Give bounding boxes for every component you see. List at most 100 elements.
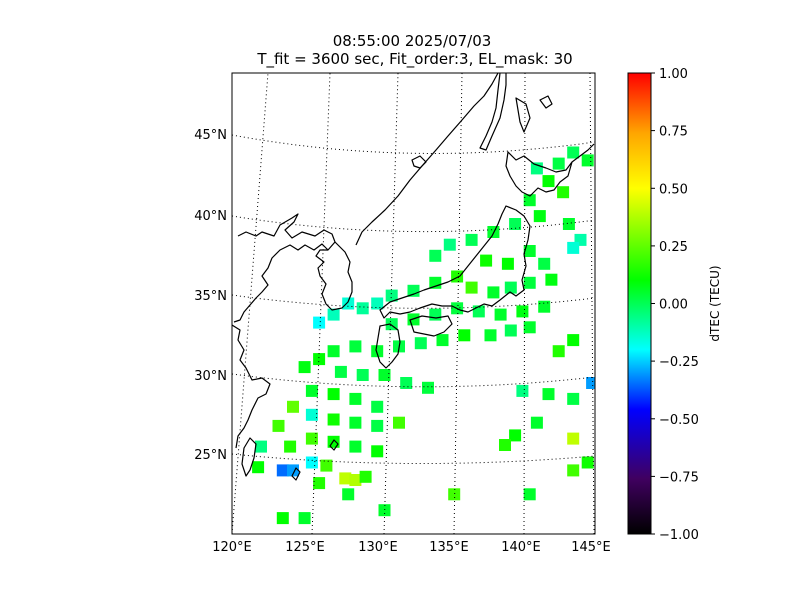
dtec-point [499, 439, 511, 451]
dtec-point [327, 413, 340, 426]
dtec-point [385, 289, 398, 302]
coast-russia [355, 73, 499, 246]
colorbar-tick-label: −0.25 [659, 355, 699, 370]
dtec-point [339, 472, 352, 485]
dtec-point [501, 257, 514, 270]
dtec-point [586, 377, 595, 389]
dtec-point [334, 365, 347, 378]
dtec-point [509, 218, 522, 230]
dtec-point [305, 456, 318, 469]
dtec-point [523, 488, 536, 501]
coast-islet [539, 95, 553, 109]
dtec-point [523, 276, 536, 289]
dtec-point [349, 474, 362, 486]
dtec-point [504, 281, 517, 294]
dtec-point [443, 238, 456, 251]
dtec-point [305, 408, 318, 421]
dtec-point [313, 316, 326, 329]
dtec-point [371, 400, 384, 413]
coast-kuril [571, 143, 595, 163]
dtec-point [371, 345, 384, 358]
coast-korea [315, 241, 353, 311]
dtec-point [276, 512, 289, 525]
y-tick-label: 40°N [194, 209, 227, 224]
dtec-point [487, 286, 500, 299]
dtec-point [298, 512, 311, 525]
dtec-point [422, 381, 434, 394]
parallel-35 [232, 294, 595, 309]
dtec-point [349, 440, 362, 453]
dtec-point [480, 254, 493, 267]
dtec-point [504, 324, 517, 337]
dtec-point [255, 440, 267, 453]
parallel-25 [232, 453, 595, 465]
dtec-point [342, 488, 355, 501]
dtec-point [538, 257, 551, 270]
dtec-points [252, 146, 595, 525]
dtec-point [567, 334, 580, 347]
dtec-point [400, 377, 413, 389]
dtec-point [252, 461, 265, 474]
dtec-point [429, 308, 442, 321]
dtec-point [327, 345, 340, 358]
x-tick-label: 145°E [571, 540, 611, 555]
dtec-point [465, 281, 478, 294]
colorbar-tick-label: 1.00 [659, 67, 688, 82]
dtec-point [494, 308, 507, 321]
y-tick-label: 30°N [194, 369, 227, 384]
dtec-point [320, 459, 333, 472]
dtec-point [305, 432, 318, 445]
x-tick-labels: 120°E 125°E 130°E 135°E 140°E 145°E [212, 540, 611, 555]
dtec-point [272, 419, 285, 432]
colorbar-tick-label: 0.00 [659, 298, 688, 313]
dtec-point [378, 369, 391, 381]
dtec-point [542, 388, 555, 401]
colorbar-tick-label: 0.25 [659, 240, 688, 255]
dtec-point [530, 416, 543, 429]
y-tick-labels: 45°N 40°N 35°N 30°N 25°N [194, 128, 227, 463]
dtec-point [349, 416, 362, 429]
colorbar [627, 72, 652, 535]
dtec-point [567, 392, 580, 405]
dtec-point [557, 186, 570, 199]
coast-kyushu [375, 323, 401, 369]
chart-subtitle: T_fit = 3600 sec, Fit_order:3, EL_mask: … [256, 50, 572, 69]
dtec-point [436, 334, 449, 347]
map-frame [231, 72, 596, 535]
dtec-point [393, 416, 405, 429]
dtec-point [567, 432, 580, 445]
colorbar-ticks [651, 72, 655, 535]
dtec-point [356, 369, 369, 381]
coast-honshu [379, 205, 531, 319]
dtec-point [287, 400, 299, 413]
dtec-point [313, 477, 326, 490]
dtec-point [349, 392, 362, 405]
dtec-point [276, 464, 289, 477]
colorbar-tick-label: 0.75 [659, 125, 688, 140]
colorbar-label: dTEC (TECU) [708, 265, 722, 341]
dtec-point [451, 270, 464, 283]
coast-sakhalin [479, 73, 507, 151]
coastlines [232, 73, 595, 481]
dtec-point [287, 464, 299, 477]
meridian-140 [523, 73, 526, 534]
coast-china [232, 324, 271, 449]
dtec-point [356, 302, 369, 315]
dtec-point [371, 445, 384, 458]
dtec-point [284, 440, 297, 453]
x-tick-label: 135°E [429, 540, 469, 555]
dtec-point [359, 470, 372, 483]
y-tick-label: 25°N [194, 448, 227, 463]
colorbar-tick-label: −0.75 [659, 470, 699, 485]
dtec-point [371, 297, 384, 310]
y-tick-label: 45°N [194, 128, 227, 143]
meridian-130 [383, 73, 399, 534]
dtec-point [407, 284, 420, 297]
coast-lake [411, 155, 427, 169]
colorbar-tick-labels: 1.00 0.75 0.50 0.25 0.00 −0.25 −0.50 −0.… [659, 67, 699, 543]
dtec-point [484, 329, 497, 342]
coast-ryukyu [291, 439, 339, 481]
chart-title: 08:55:00 2025/07/03 [333, 32, 492, 50]
dtec-point [378, 504, 391, 517]
